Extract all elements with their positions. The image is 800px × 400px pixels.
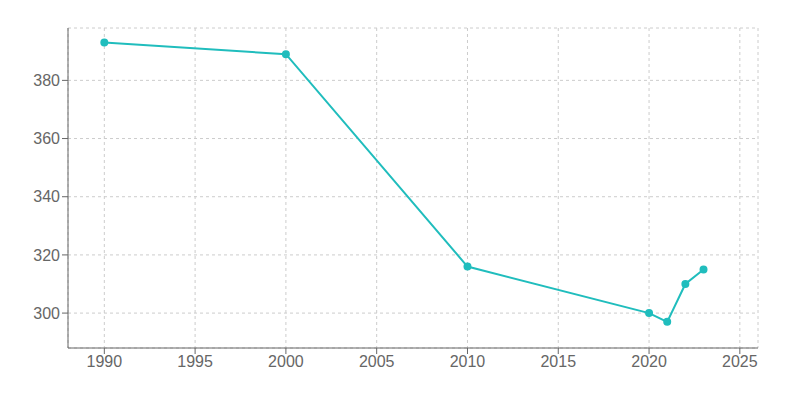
- svg-text:2025: 2025: [722, 353, 758, 370]
- svg-text:300: 300: [33, 305, 60, 322]
- svg-text:1995: 1995: [177, 353, 213, 370]
- svg-text:2020: 2020: [631, 353, 667, 370]
- svg-text:380: 380: [33, 72, 60, 89]
- svg-text:320: 320: [33, 247, 60, 264]
- svg-text:2015: 2015: [540, 353, 576, 370]
- svg-text:2000: 2000: [268, 353, 304, 370]
- svg-text:2005: 2005: [359, 353, 395, 370]
- svg-text:1990: 1990: [87, 353, 123, 370]
- svg-text:360: 360: [33, 130, 60, 147]
- svg-text:2010: 2010: [450, 353, 486, 370]
- svg-text:340: 340: [33, 188, 60, 205]
